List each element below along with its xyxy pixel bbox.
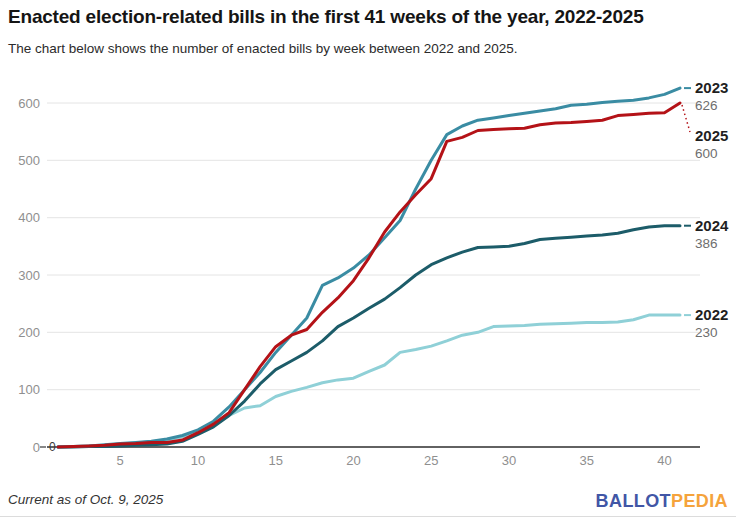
- series-label-2023: 2023: [695, 79, 728, 96]
- x-tick-label: 35: [579, 453, 593, 468]
- x-tick-label: 30: [502, 453, 516, 468]
- x-tick-label: 15: [268, 453, 282, 468]
- series-end-value-2022: 230: [695, 325, 718, 340]
- y-tick-label: 300: [18, 268, 40, 283]
- ballotpedia-logo[interactable]: BALLOTPEDIA: [596, 491, 728, 512]
- series-label-2024: 2024: [695, 217, 729, 234]
- x-tick-label: 25: [424, 453, 438, 468]
- series-end-value-2024: 386: [695, 236, 718, 251]
- series-label-2025: 2025: [695, 127, 728, 144]
- series-end-value-2023: 626: [695, 98, 718, 113]
- start-value-label: 0: [49, 440, 56, 454]
- y-tick-label: 100: [18, 382, 40, 397]
- x-tick-label: 20: [346, 453, 360, 468]
- line-chart: 0100200300400500600510152025303540020222…: [0, 0, 736, 529]
- logo-ballot-text: BALLOT: [596, 491, 671, 511]
- label-leader-dotted-2025: [682, 105, 690, 132]
- logo-pedia-text: PEDIA: [671, 491, 728, 511]
- x-tick-label: 5: [117, 453, 124, 468]
- y-tick-label: 500: [18, 153, 40, 168]
- x-tick-label: 10: [191, 453, 205, 468]
- chart-card: Enacted election-related bills in the fi…: [0, 0, 736, 529]
- y-tick-label: 0: [33, 440, 40, 455]
- series-label-2022: 2022: [695, 306, 728, 323]
- x-tick-label: 40: [657, 453, 671, 468]
- series-line-2022: [58, 315, 680, 447]
- series-line-2023: [58, 88, 680, 447]
- current-as-of-note: Current as of Oct. 9, 2025: [8, 492, 163, 507]
- series-end-value-2025: 600: [695, 146, 718, 161]
- y-tick-label: 600: [18, 96, 40, 111]
- bottom-divider: [0, 516, 736, 517]
- y-tick-label: 400: [18, 210, 40, 225]
- y-tick-label: 200: [18, 325, 40, 340]
